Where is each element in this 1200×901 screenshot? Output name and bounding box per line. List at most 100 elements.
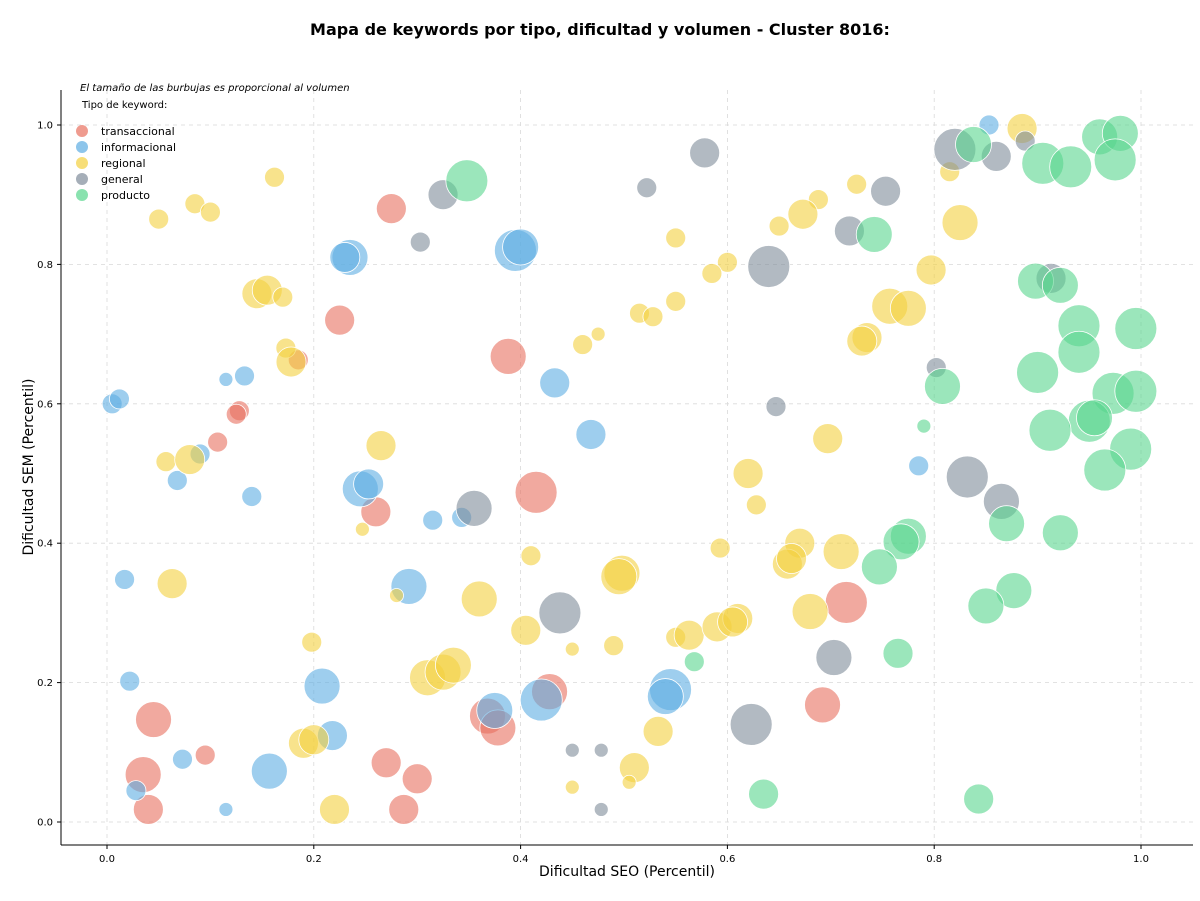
bubble-regional[interactable]	[621, 774, 637, 790]
bubble-informacional[interactable]	[250, 752, 288, 790]
bubble-producto[interactable]	[1041, 266, 1079, 304]
bubble-regional[interactable]	[642, 306, 664, 328]
bubble-transaccional[interactable]	[388, 794, 420, 825]
bubble-informacional[interactable]	[119, 670, 141, 692]
bubble-regional[interactable]	[199, 201, 221, 223]
bubble-regional[interactable]	[822, 533, 860, 570]
bubble-transaccional[interactable]	[324, 304, 356, 336]
bubble-regional[interactable]	[174, 444, 206, 475]
bubble-transaccional[interactable]	[194, 744, 216, 766]
bubble-producto[interactable]	[916, 418, 932, 434]
bubble-regional[interactable]	[701, 263, 723, 284]
bubble-informacional[interactable]	[422, 509, 444, 531]
bubble-regional[interactable]	[564, 641, 580, 657]
bubble-producto[interactable]	[1114, 369, 1158, 413]
bubble-regional[interactable]	[354, 521, 370, 537]
bubble-regional[interactable]	[717, 251, 738, 273]
bubble-general[interactable]	[870, 175, 902, 207]
bubble-informacional[interactable]	[234, 365, 255, 387]
bubble-informacional[interactable]	[172, 748, 193, 770]
bubble-informacional[interactable]	[303, 667, 341, 705]
bubble-regional[interactable]	[776, 543, 807, 574]
bubble-producto[interactable]	[963, 783, 995, 815]
bubble-informacional[interactable]	[575, 419, 607, 450]
bubble-regional[interactable]	[846, 173, 868, 195]
bubble-regional[interactable]	[365, 430, 397, 462]
bubble-informacional[interactable]	[353, 468, 385, 500]
bubble-producto[interactable]	[1028, 408, 1072, 452]
bubble-general[interactable]	[409, 231, 431, 253]
bubble-transaccional[interactable]	[824, 581, 868, 624]
bubble-regional[interactable]	[319, 794, 350, 825]
bubble-producto[interactable]	[1057, 330, 1101, 374]
bubble-informacional[interactable]	[908, 455, 930, 477]
bubble-general[interactable]	[636, 177, 658, 199]
bubble-regional[interactable]	[745, 494, 767, 516]
bubble-regional[interactable]	[301, 631, 323, 653]
bubble-regional[interactable]	[665, 227, 687, 249]
bubble-informacional[interactable]	[218, 802, 234, 817]
bubble-informacional[interactable]	[646, 678, 684, 715]
bubble-general[interactable]	[455, 489, 493, 527]
bubble-regional[interactable]	[717, 606, 748, 638]
bubble-regional[interactable]	[915, 254, 947, 286]
bubble-regional[interactable]	[590, 326, 606, 342]
bubble-regional[interactable]	[572, 334, 594, 355]
bubble-transaccional[interactable]	[207, 431, 229, 453]
bubble-producto[interactable]	[882, 637, 914, 669]
bubble-producto[interactable]	[860, 548, 898, 586]
bubble-producto[interactable]	[924, 367, 961, 405]
bubble-informacional[interactable]	[539, 367, 571, 399]
bubble-regional[interactable]	[787, 198, 819, 230]
bubble-producto[interactable]	[445, 159, 489, 203]
bubble-regional[interactable]	[156, 568, 188, 600]
bubble-regional[interactable]	[642, 715, 674, 747]
bubble-general[interactable]	[945, 455, 989, 499]
bubble-transaccional[interactable]	[514, 470, 558, 514]
bubble-informacional[interactable]	[502, 228, 539, 266]
bubble-producto[interactable]	[1049, 145, 1093, 189]
bubble-regional[interactable]	[812, 423, 844, 455]
bubble-transaccional[interactable]	[370, 747, 402, 779]
bubble-regional[interactable]	[298, 724, 330, 756]
bubble-regional[interactable]	[768, 215, 790, 237]
bubble-informacional[interactable]	[519, 678, 563, 722]
bubble-regional[interactable]	[603, 635, 625, 657]
bubble-regional[interactable]	[941, 204, 979, 241]
bubble-regional[interactable]	[434, 646, 472, 684]
bubble-producto[interactable]	[1016, 351, 1059, 394]
bubble-regional[interactable]	[272, 286, 294, 308]
bubble-general[interactable]	[593, 802, 609, 817]
bubble-general[interactable]	[765, 396, 787, 417]
bubble-regional[interactable]	[673, 619, 705, 651]
bubble-regional[interactable]	[460, 580, 498, 618]
bubble-general[interactable]	[689, 137, 721, 169]
bubble-informacional[interactable]	[218, 372, 234, 387]
bubble-regional[interactable]	[389, 588, 404, 603]
bubble-producto[interactable]	[1083, 448, 1127, 492]
bubble-informacional[interactable]	[114, 569, 135, 590]
bubble-regional[interactable]	[732, 458, 764, 489]
bubble-producto[interactable]	[882, 523, 920, 561]
bubble-regional[interactable]	[564, 779, 580, 795]
bubble-regional[interactable]	[155, 451, 177, 473]
bubble-general[interactable]	[538, 591, 582, 635]
bubble-regional[interactable]	[791, 593, 829, 630]
bubble-general[interactable]	[815, 639, 853, 676]
bubble-general[interactable]	[729, 703, 773, 746]
bubble-regional[interactable]	[889, 289, 927, 327]
bubble-producto[interactable]	[1093, 138, 1137, 182]
bubble-regional[interactable]	[148, 208, 170, 230]
bubble-general[interactable]	[593, 742, 609, 758]
bubble-producto[interactable]	[1076, 399, 1113, 437]
bubble-producto[interactable]	[1041, 514, 1079, 552]
bubble-informacional[interactable]	[109, 388, 130, 410]
bubble-regional[interactable]	[665, 290, 687, 312]
bubble-regional[interactable]	[520, 545, 542, 567]
bubble-transaccional[interactable]	[401, 763, 433, 795]
bubble-producto[interactable]	[855, 216, 893, 253]
bubble-regional[interactable]	[264, 166, 285, 188]
bubble-transaccional[interactable]	[225, 403, 247, 425]
bubble-transaccional[interactable]	[489, 338, 527, 375]
bubble-regional[interactable]	[709, 537, 731, 559]
